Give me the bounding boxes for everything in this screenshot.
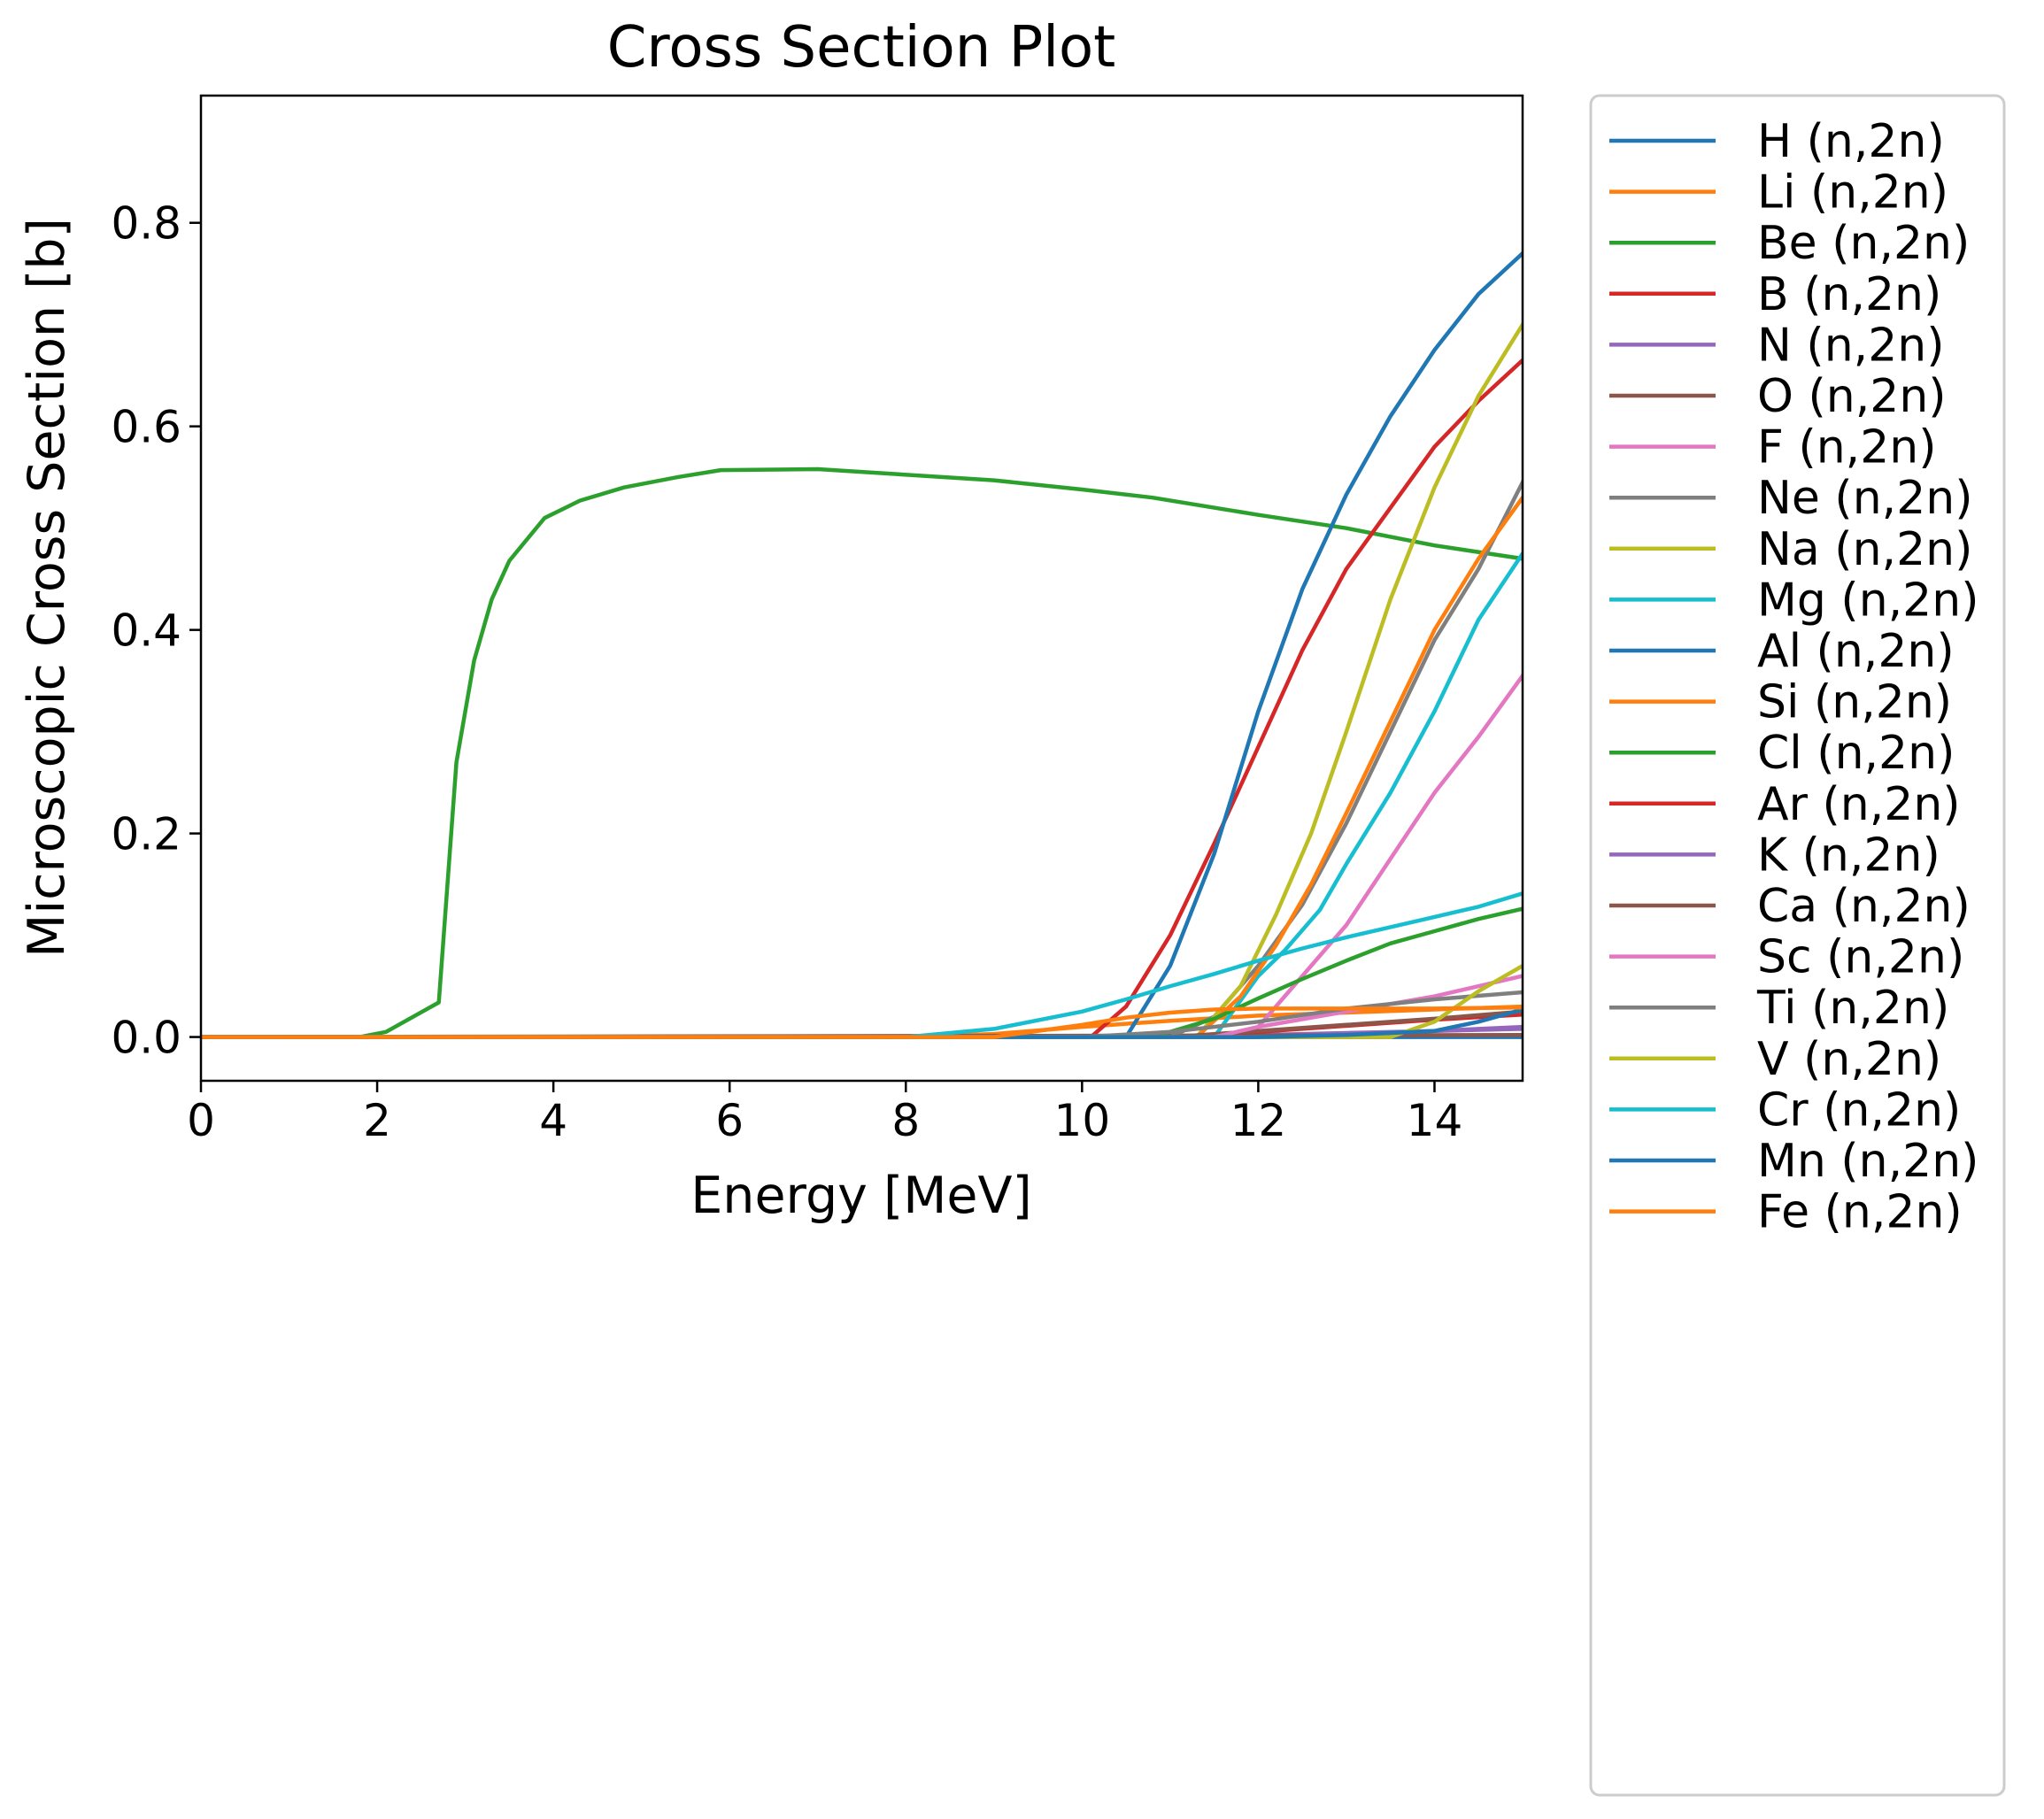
legend-label: Si (n,2n) bbox=[1757, 676, 1952, 729]
x-tick-label: 0 bbox=[187, 1095, 215, 1146]
plot-frame bbox=[199, 94, 1524, 1083]
y-tick-label: 0.8 bbox=[111, 198, 181, 250]
legend-label: Sc (n,2n) bbox=[1757, 931, 1964, 984]
x-tick-label: 12 bbox=[1230, 1095, 1287, 1146]
series-line-2 bbox=[201, 466, 1523, 1039]
legend-label: Cl (n,2n) bbox=[1757, 727, 1955, 780]
legend-label: F (n,2n) bbox=[1757, 421, 1937, 474]
series-line-10 bbox=[201, 250, 1523, 1039]
x-axis-ticks: 0 2 4 6 8 10 12 14 bbox=[187, 1081, 1462, 1146]
legend-frame bbox=[1589, 94, 2006, 1797]
x-tick-label: 2 bbox=[363, 1095, 391, 1146]
legend-label: Ar (n,2n) bbox=[1757, 778, 1961, 831]
x-tick-label: 4 bbox=[539, 1095, 567, 1146]
legend: H (n,2n)Li (n,2n)Be (n,2n)B (n,2n)N (n,2… bbox=[1589, 94, 2006, 1797]
y-axis-label: Microscopic Cross Section [b] bbox=[18, 218, 76, 958]
legend-label: Ne (n,2n) bbox=[1757, 472, 1973, 525]
legend-label: K (n,2n) bbox=[1757, 829, 1940, 882]
x-tick-label: 6 bbox=[715, 1095, 744, 1146]
y-tick-label: 0.4 bbox=[111, 605, 181, 657]
legend-label: Mg (n,2n) bbox=[1757, 574, 1979, 627]
series-line-12 bbox=[201, 906, 1523, 1039]
legend-label: N (n,2n) bbox=[1757, 319, 1945, 372]
series-line-20 bbox=[201, 1007, 1523, 1039]
legend-label: O (n,2n) bbox=[1757, 370, 1947, 423]
series-line-7 bbox=[201, 479, 1523, 1039]
legend-label: Be (n,2n) bbox=[1757, 217, 1970, 270]
legend-label: B (n,2n) bbox=[1757, 268, 1941, 321]
y-tick-label: 0.0 bbox=[111, 1013, 181, 1064]
y-axis-ticks: 0.0 0.2 0.4 0.6 0.8 bbox=[111, 198, 201, 1064]
legend-label: Ti (n,2n) bbox=[1756, 982, 1949, 1035]
series-line-19 bbox=[201, 891, 1523, 1039]
series-line-21 bbox=[201, 1005, 1523, 1039]
series-line-8 bbox=[201, 321, 1523, 1039]
legend-label: Fe (n,2n) bbox=[1757, 1186, 1963, 1239]
legend-label: Ca (n,2n) bbox=[1757, 880, 1971, 933]
x-tick-label: 14 bbox=[1407, 1095, 1463, 1146]
series-lines bbox=[201, 250, 1523, 1039]
legend-label: V (n,2n) bbox=[1757, 1033, 1941, 1086]
legend-label: Li (n,2n) bbox=[1757, 166, 1948, 220]
chart-title: Cross Section Plot bbox=[607, 15, 1116, 81]
legend-label: Al (n,2n) bbox=[1757, 625, 1955, 678]
legend-label: Na (n,2n) bbox=[1757, 523, 1972, 576]
x-tick-label: 8 bbox=[891, 1095, 920, 1146]
legend-label: H (n,2n) bbox=[1757, 115, 1945, 168]
y-tick-label: 0.6 bbox=[111, 402, 181, 453]
y-tick-label: 0.2 bbox=[111, 809, 181, 860]
series-line-3 bbox=[201, 357, 1523, 1039]
series-line-11 bbox=[201, 495, 1523, 1039]
legend-label: Mn (n,2n) bbox=[1757, 1135, 1978, 1188]
x-axis-label: Energy [MeV] bbox=[690, 1167, 1031, 1225]
x-tick-label: 10 bbox=[1054, 1095, 1111, 1146]
legend-label: Cr (n,2n) bbox=[1757, 1083, 1961, 1137]
